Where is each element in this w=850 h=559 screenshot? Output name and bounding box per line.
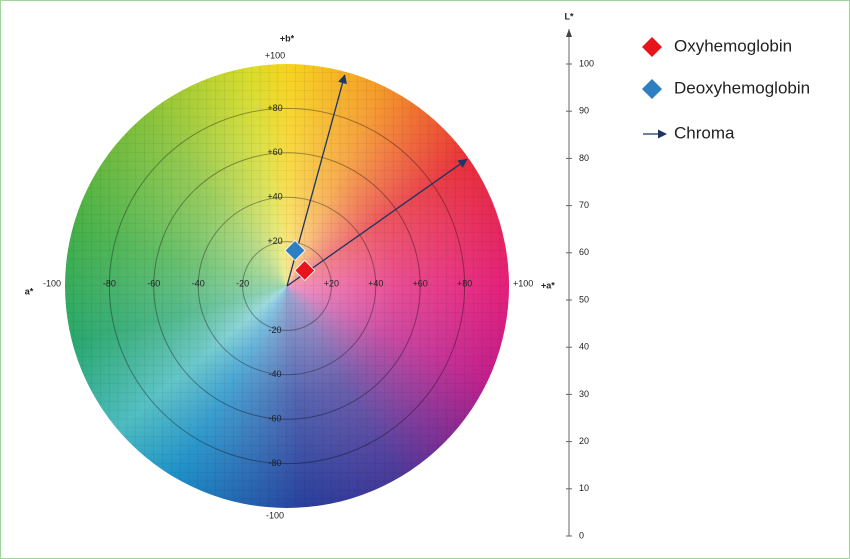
y-tick-label: +60 [267,147,282,157]
grid-circle [242,241,332,331]
y-tick-label: +20 [267,236,282,246]
x-tick-label: +20 [324,278,339,288]
y-tick-label: -60 [268,414,281,424]
data-point [284,239,306,262]
legend-label: Chroma [674,123,735,142]
l-axis-label: L* [565,11,574,21]
l-tick-label: 80 [579,153,589,163]
y-tick-label: -20 [268,325,281,335]
legend-marker [642,79,662,99]
l-tick-label: 90 [579,106,589,116]
l-tick-label: 20 [579,436,589,446]
l-tick-label: 10 [579,483,589,493]
x-tick-label: -40 [192,278,205,288]
x-tick-label: -80 [103,278,116,288]
l-tick-label: 0 [579,530,584,540]
l-tick-label: 40 [579,342,589,352]
x-tick-label: -100 [43,278,61,288]
x-axis-label-negative: a* [25,286,34,296]
x-tick-label: -60 [147,278,160,288]
x-tick-label: +80 [457,278,472,288]
x-tick-label: -20 [236,278,249,288]
x-tick-label: +40 [368,278,383,288]
y-tick-label: +80 [267,103,282,113]
l-tick-label: 70 [579,200,589,210]
l-tick-label: 30 [579,389,589,399]
l-tick-label: 50 [579,294,589,304]
y-tick-label: -80 [268,458,281,468]
grid-circle [153,152,421,420]
l-tick-label: 60 [579,247,589,257]
chroma-arrow [286,158,468,287]
x-tick-label: +60 [413,278,428,288]
legend-marker [642,37,662,57]
y-tick-label: +40 [267,192,282,202]
data-point [294,259,316,282]
x-axis-label: +a* [541,280,555,290]
x-tick-label: +100 [513,278,533,288]
y-tick-label: -100 [266,510,284,520]
y-tick-label: -40 [268,369,281,379]
l-tick-label: 100 [579,58,594,68]
grid-circle [108,107,466,465]
y-axis-label: +b* [280,33,295,43]
l-axis-arrow [566,29,572,37]
legend-label: Deoxyhemoglobin [674,78,810,97]
grid-circle [197,196,377,376]
y-tick-label: +100 [265,50,285,60]
legend-label: Oxyhemoglobin [674,36,792,55]
